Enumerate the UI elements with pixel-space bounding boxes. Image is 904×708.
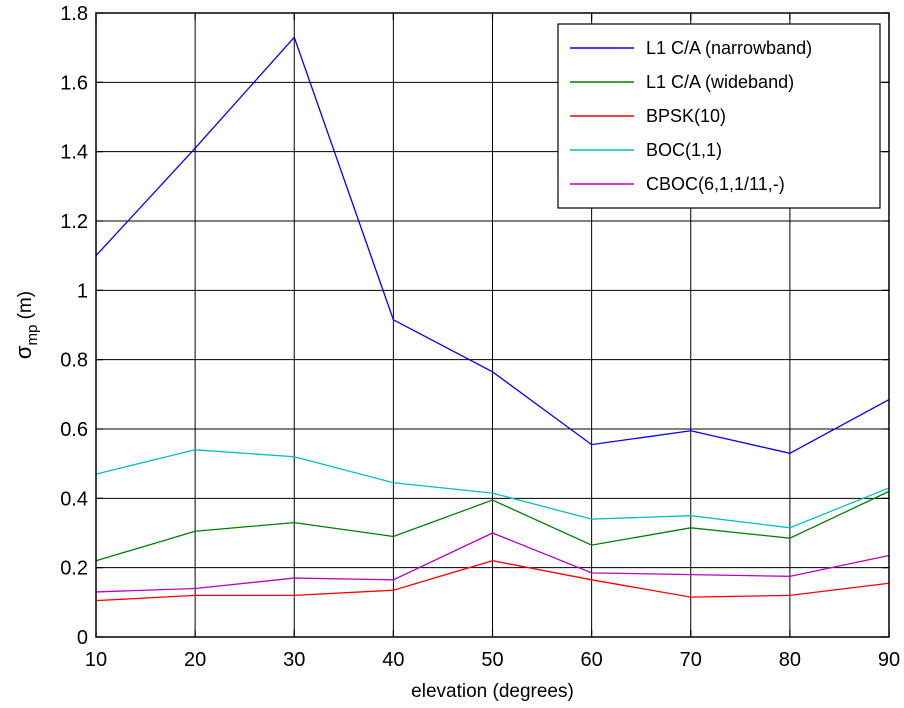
series-line-4	[95, 449, 890, 529]
y-axis-label-subscript: mp	[24, 325, 41, 346]
legend: L1 C/A (narrowband) L1 C/A (wideband) BPSK…	[557, 23, 881, 209]
y-tick-label: 1.8	[60, 3, 88, 25]
legend-label-1: L1 C/A (narrowband)	[646, 38, 812, 58]
series-line-2	[95, 490, 890, 562]
y-tick-label: 0.4	[60, 488, 88, 510]
x-tick-label: 40	[382, 649, 404, 671]
y-tick-label: 0.6	[60, 419, 88, 441]
y-axis-label-symbol: σ	[11, 345, 36, 359]
y-axis-label-unit: (m)	[15, 291, 36, 325]
legend-label-3: BPSK(10)	[646, 106, 726, 126]
y-tick-label: 1	[77, 280, 88, 302]
x-tick-label: 50	[481, 649, 503, 671]
series-line-1	[95, 36, 890, 454]
x-tick-label: 60	[581, 649, 603, 671]
series-line-5	[95, 532, 890, 593]
x-tick-label: 70	[680, 649, 702, 671]
y-tick-label: 1.4	[60, 142, 88, 164]
x-tick-label: 30	[283, 649, 305, 671]
y-tick-label: 0.8	[60, 350, 88, 372]
legend-label-4: BOC(1,1)	[646, 140, 722, 160]
y-axis-label: σmp (m)	[11, 291, 41, 359]
series-lines	[95, 36, 890, 602]
legend-label-5: CBOC(6,1,1/11,-)	[646, 174, 785, 194]
y-tick-label: 0.2	[60, 558, 88, 580]
y-tick-label: 1.6	[60, 72, 88, 94]
series-line-3	[95, 560, 890, 602]
x-tick-label: 10	[85, 649, 107, 671]
y-tick-label: 0	[77, 627, 88, 649]
legend-label-2: L1 C/A (wideband)	[646, 72, 794, 92]
x-axis-label: elevation (degrees)	[411, 681, 574, 702]
x-tick-label: 90	[878, 649, 900, 671]
y-tick-label: 1.2	[60, 211, 88, 233]
x-tick-label: 80	[779, 649, 801, 671]
x-tick-label: 20	[184, 649, 206, 671]
axis-ticks: 10 20 30 40 50 60 70 80 90 0 0.2 0.4 0.6 0.8 1 1.2 1.4 1.…	[60, 3, 900, 671]
